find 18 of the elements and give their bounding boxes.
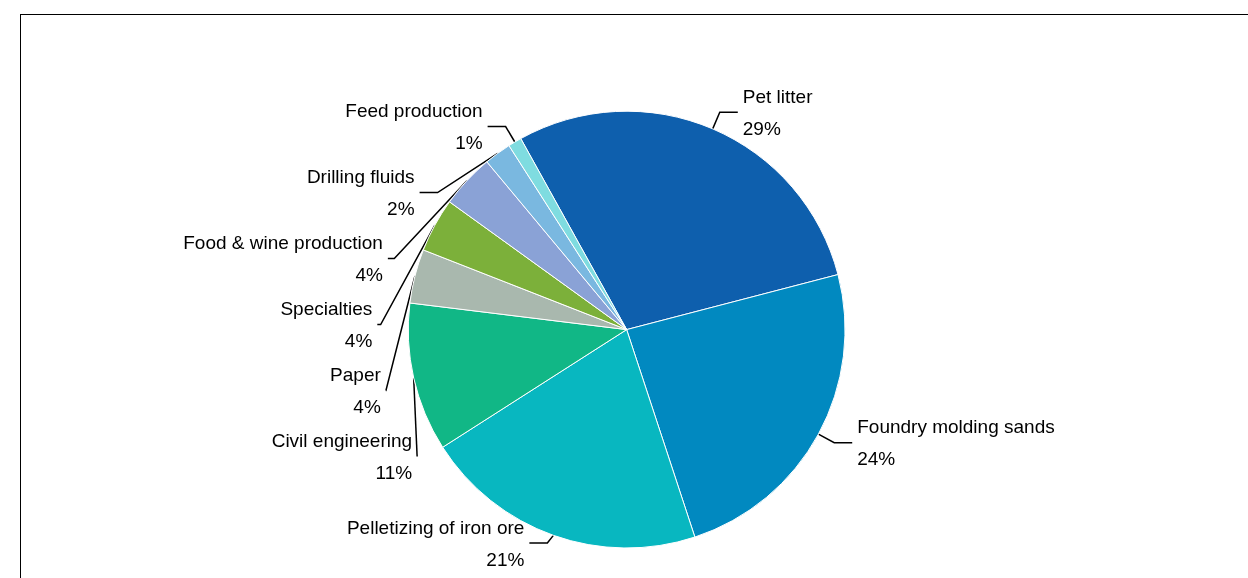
slice-label: Feed production bbox=[345, 100, 483, 122]
slice-label: Specialties bbox=[280, 298, 373, 320]
slice-label: Drilling fluids bbox=[306, 166, 415, 188]
slice-label: Food & wine production bbox=[183, 232, 383, 254]
data-label: 21% bbox=[486, 548, 525, 570]
data-label: 29% bbox=[742, 117, 781, 139]
slice-label: Pet litter bbox=[742, 85, 814, 107]
slice-label: Pelletizing of iron ore bbox=[346, 516, 525, 538]
data-label: 4% bbox=[355, 264, 383, 286]
data-label: 2% bbox=[387, 198, 415, 220]
data-label: 4% bbox=[353, 396, 381, 418]
slice-label: Paper bbox=[330, 364, 382, 386]
slice-label: Foundry molding sands bbox=[857, 416, 1055, 438]
data-label: 1% bbox=[455, 132, 483, 154]
data-label: 24% bbox=[857, 448, 896, 470]
data-label: 4% bbox=[344, 330, 373, 352]
slice-label: Civil engineering bbox=[271, 430, 413, 452]
data-label: 11% bbox=[375, 462, 413, 484]
